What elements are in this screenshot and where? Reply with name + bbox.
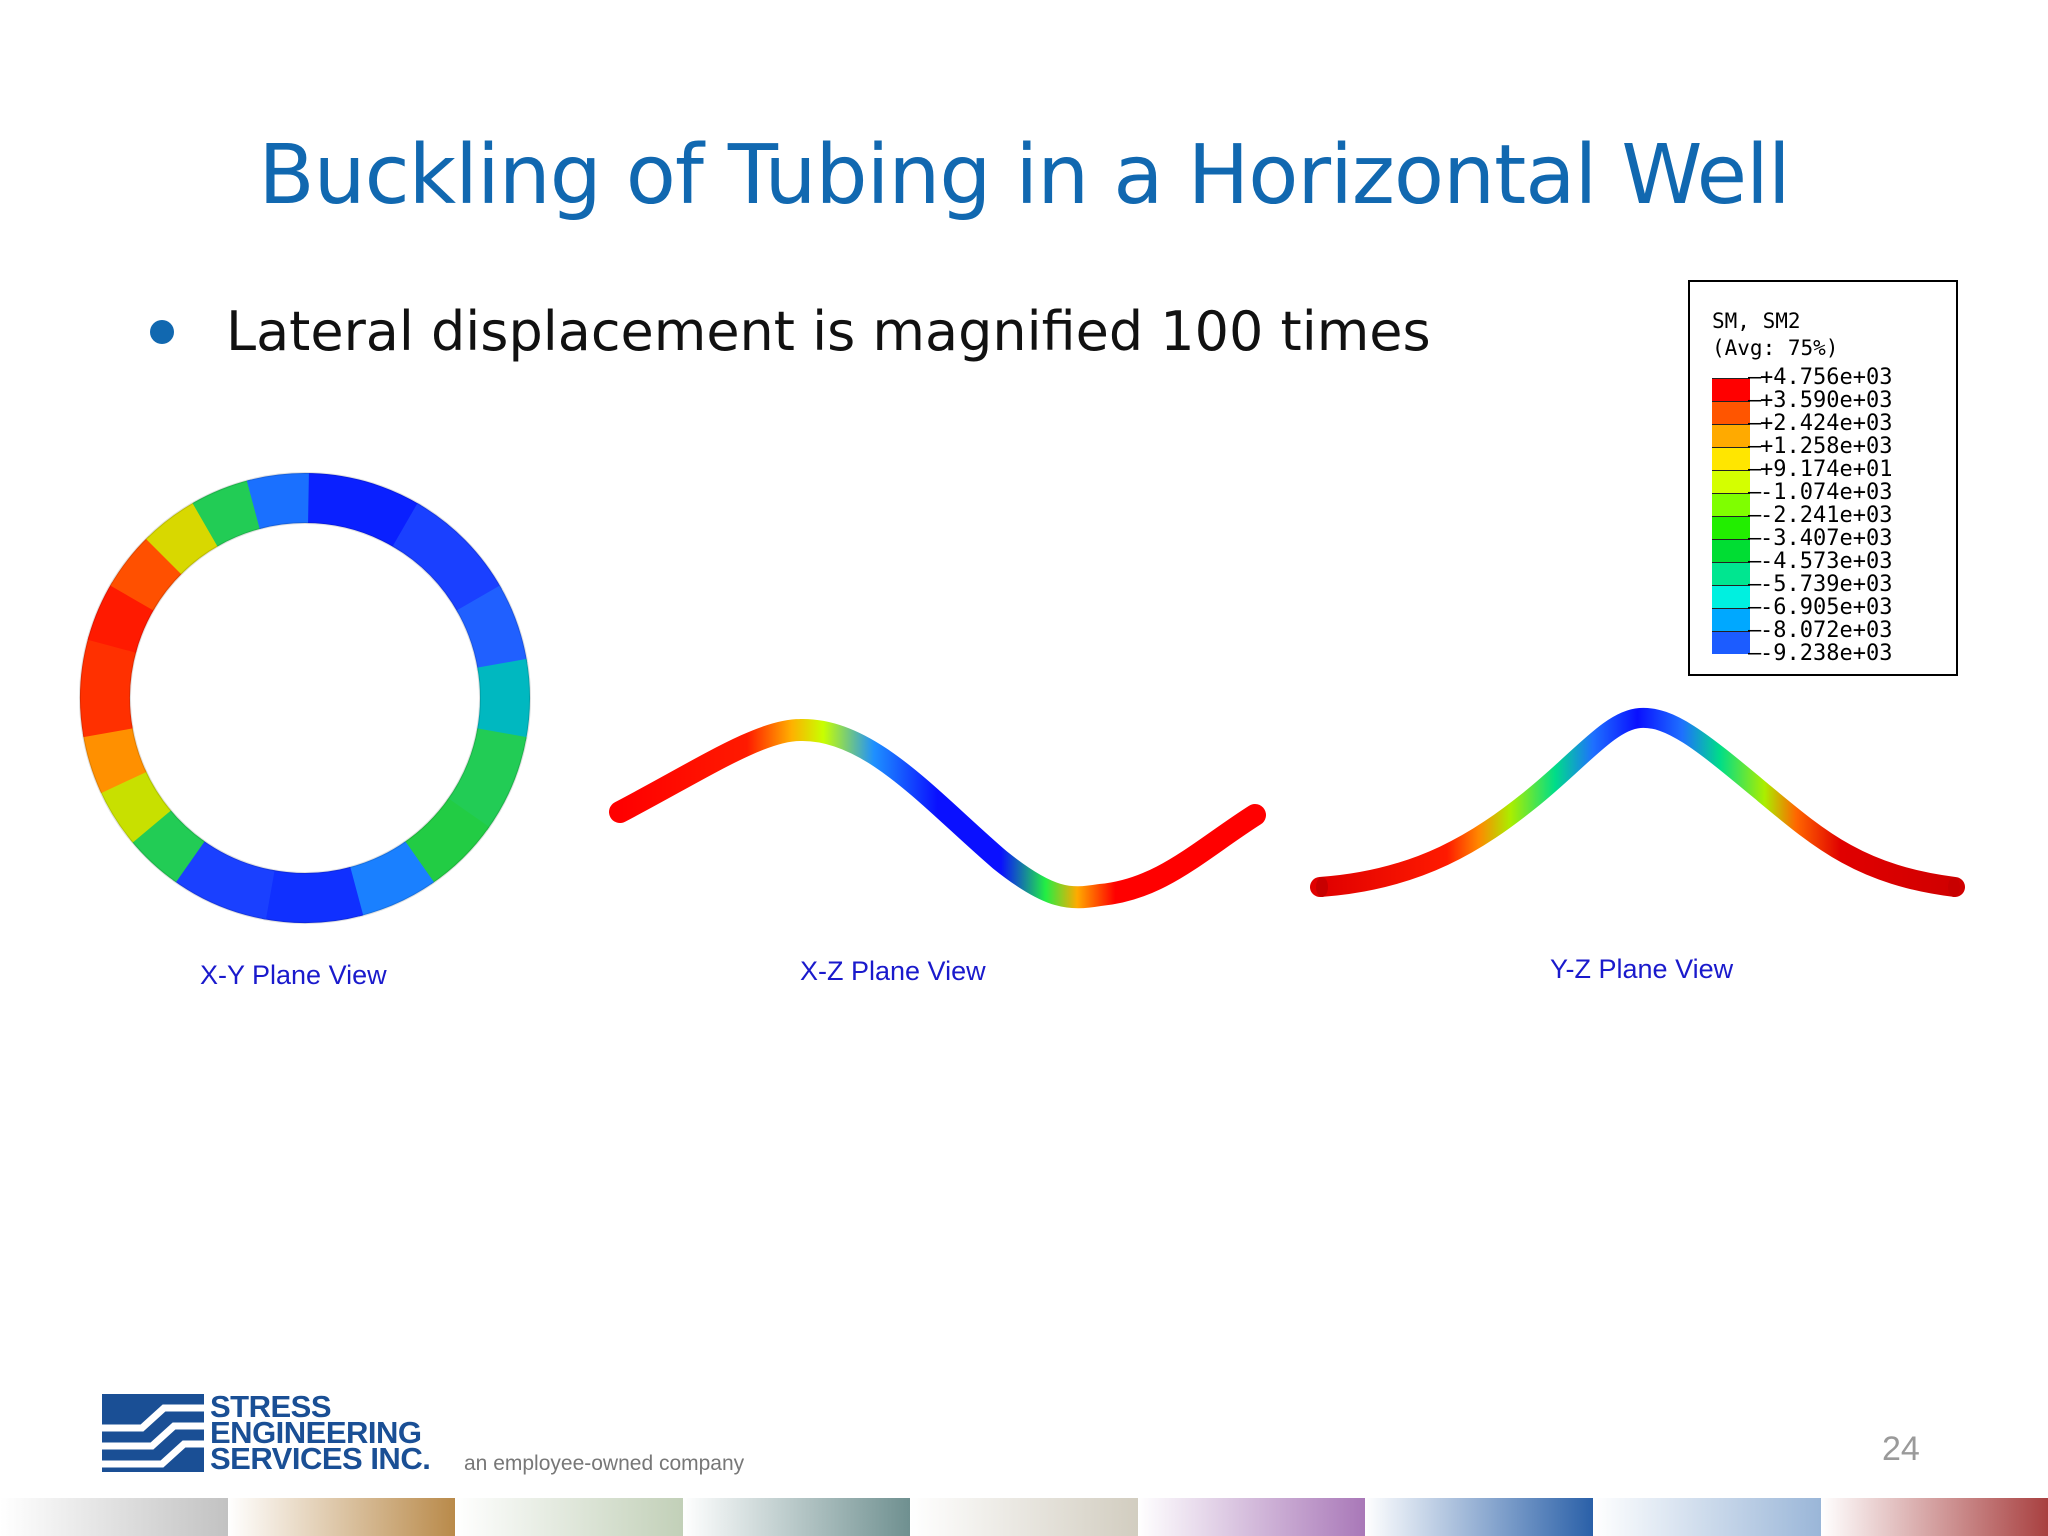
ring-segment	[304, 473, 421, 549]
xy-plane-ring	[79, 472, 531, 924]
legend-value: -4.573e+03	[1756, 550, 1892, 573]
ring-segment	[99, 768, 172, 843]
company-name: STRESS ENGINEERING SERVICES INC.	[210, 1389, 431, 1476]
legend-swatch	[1712, 585, 1750, 608]
footer-strip-block	[682, 1498, 911, 1536]
ring-segment	[110, 536, 184, 612]
ring-segment	[446, 727, 527, 831]
ring-segment	[82, 724, 147, 794]
ring-segment	[192, 479, 264, 547]
ring-segment	[262, 866, 364, 923]
legend-value: -6.905e+03	[1756, 596, 1892, 619]
legend-swatch	[1712, 516, 1750, 539]
ring-segment	[392, 503, 502, 614]
ring-edge	[79, 472, 531, 924]
ring-segment	[130, 807, 206, 883]
footer-strip-block	[0, 1498, 228, 1536]
legend-swatch	[1712, 493, 1750, 516]
footer-color-strip	[0, 1498, 2048, 1536]
legend-value: +9.174e+01	[1756, 458, 1892, 481]
footer-strip-block	[1365, 1498, 1593, 1536]
xz-plane-caption: X-Z Plane View	[800, 956, 986, 986]
slide-title: Buckling of Tubing in a Horizontal Well	[258, 128, 1790, 223]
page-number: 24	[1882, 1430, 1920, 1468]
company-name-line2: ENGINEERING	[210, 1415, 422, 1450]
stress-legend: SM, SM2 (Avg: 75%) +4.756e+03+3.590e+03+…	[1688, 280, 1958, 676]
legend-value: +3.590e+03	[1756, 389, 1892, 412]
bullet-dot-icon	[150, 319, 174, 344]
legend-swatch	[1712, 631, 1750, 654]
legend-swatch	[1712, 470, 1750, 493]
legend-swatch	[1712, 401, 1750, 424]
ring-segment	[172, 839, 276, 920]
footer-strip-block	[1592, 1498, 1821, 1536]
footer-strip-block	[455, 1498, 683, 1536]
yz-plane-tube	[1310, 707, 1965, 897]
yz-tube-end-left	[1316, 877, 1328, 897]
legend-value: -3.407e+03	[1756, 527, 1892, 550]
company-name-line3: SERVICES INC.	[210, 1441, 431, 1476]
legend-swatch	[1712, 608, 1750, 631]
ring-segment	[456, 585, 528, 672]
xz-plane-tube	[609, 718, 1266, 909]
legend-swatch	[1712, 424, 1750, 447]
ring-segment	[145, 501, 221, 575]
legend-value: +4.756e+03	[1756, 366, 1892, 389]
legend-color-bar	[1712, 378, 1750, 654]
yz-tube-end-right	[1948, 877, 1960, 897]
legend-value: -1.074e+03	[1756, 481, 1892, 504]
legend-title-line1: SM, SM2	[1712, 309, 1801, 333]
ring-segment	[476, 658, 530, 741]
legend-labels: +4.756e+03+3.590e+03+2.424e+03+1.258e+03…	[1756, 366, 1892, 665]
legend-swatch	[1712, 562, 1750, 585]
ring-segment	[246, 473, 309, 530]
xy-plane-caption: X-Y Plane View	[200, 960, 387, 990]
footer-strip-block	[227, 1498, 456, 1536]
bullet-item: Lateral displacement is magnified 100 ti…	[150, 300, 1431, 363]
legend-value: -8.072e+03	[1756, 619, 1892, 642]
legend-value: -9.238e+03	[1756, 642, 1892, 665]
legend-value: +2.424e+03	[1756, 412, 1892, 435]
bullet-text: Lateral displacement is magnified 100 ti…	[226, 300, 1431, 363]
legend-value: +1.258e+03	[1756, 435, 1892, 458]
yz-plane-caption: Y-Z Plane View	[1550, 954, 1734, 984]
footer-strip-block	[910, 1498, 1138, 1536]
legend-swatch	[1712, 447, 1750, 470]
legend-value: -5.739e+03	[1756, 573, 1892, 596]
legend-swatch	[1712, 539, 1750, 562]
legend-swatch	[1712, 378, 1750, 401]
company-tagline: an employee-owned company	[464, 1452, 745, 1475]
ring-segment	[402, 797, 490, 885]
ring-edge	[129, 522, 481, 874]
footer-strip-block	[1820, 1498, 2048, 1536]
company-name-line1: STRESS	[210, 1389, 332, 1424]
ring-segment	[87, 582, 156, 654]
legend-title-line2: (Avg: 75%)	[1712, 336, 1839, 360]
footer-strip-block	[1137, 1498, 1366, 1536]
ring-segment	[346, 841, 435, 917]
legend-title: SM, SM2 (Avg: 75%)	[1712, 308, 1838, 362]
legend-value: -2.241e+03	[1756, 504, 1892, 527]
company-logo-icon	[102, 1394, 204, 1472]
ring-segment	[80, 635, 137, 738]
